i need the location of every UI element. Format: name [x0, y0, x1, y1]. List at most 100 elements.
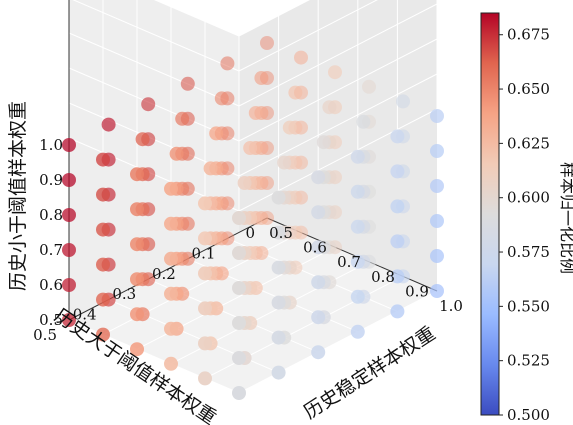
data-point [169, 146, 184, 161]
data-point [271, 225, 286, 240]
data-point [164, 181, 178, 196]
data-point [96, 152, 110, 167]
data-point [214, 91, 229, 106]
data-point [164, 356, 178, 371]
data-point [430, 144, 444, 158]
data-point [260, 36, 274, 50]
y-tick-label: 0.9 [405, 282, 429, 300]
x-tick-label: 0.2 [152, 265, 176, 283]
data-point [430, 179, 444, 193]
grid-right-z [238, 3, 438, 107]
data-point [254, 71, 269, 85]
y-tick-label: 0.8 [371, 268, 395, 286]
data-point [62, 138, 76, 152]
data-point [243, 141, 258, 155]
data-point [62, 173, 76, 187]
data-point [101, 117, 116, 132]
data-point [198, 196, 212, 211]
z-tick-label: 0.6 [39, 276, 63, 294]
data-point [232, 281, 246, 295]
data-point [430, 109, 444, 123]
data-point [316, 135, 331, 150]
data-point [135, 132, 150, 147]
y-tick-label: 0.7 [337, 253, 361, 271]
data-point [271, 260, 286, 275]
grid-right-z [238, 38, 438, 142]
data-point [282, 120, 297, 135]
grid-right-z [238, 73, 438, 177]
data-point [350, 184, 365, 199]
colorbar-tick-label: 0.625 [507, 134, 550, 152]
data-point [271, 365, 286, 380]
colorbar-tick-label: 0.525 [507, 352, 550, 370]
y-tick-label: 0.5 [269, 224, 293, 242]
colorbar-ticks: 0.500 0.525 0.550 0.575 0.600 0.625 0.650 0.675 [499, 26, 550, 424]
data-point [237, 176, 252, 190]
data-point [271, 295, 286, 310]
z-tick-label: 0.5 [39, 311, 63, 329]
grid-lines [68, 0, 438, 394]
data-point [96, 222, 110, 237]
colorbar-label: 样本归一化比例 [558, 162, 573, 274]
data-point [350, 254, 365, 269]
data-point [311, 275, 326, 290]
data-point [130, 307, 144, 322]
colorbar-tick-label: 0.650 [507, 80, 550, 98]
data-point [198, 301, 212, 316]
data-point [164, 286, 178, 301]
data-point [203, 161, 218, 176]
data-point [62, 313, 76, 327]
colorbar-tick-label: 0.500 [507, 406, 550, 424]
pane-floor [69, 218, 437, 393]
data-point [130, 237, 144, 252]
data-point [232, 316, 246, 330]
data-point [294, 50, 308, 65]
data-point [350, 219, 365, 234]
colorbar-tick-label: 0.575 [507, 243, 550, 261]
colorbar-tick-label: 0.675 [507, 26, 550, 44]
data-point [130, 272, 144, 287]
data-point [350, 289, 365, 304]
data-point [350, 324, 365, 339]
data-point [198, 266, 212, 281]
grid-right-z [238, 108, 438, 212]
data-point [390, 129, 405, 144]
grid-right-z [238, 0, 310, 37]
data-point [322, 100, 337, 115]
grid-right-z [238, 0, 378, 72]
data-point [130, 202, 144, 217]
colorbar-gradient [480, 12, 500, 416]
data-point [96, 327, 110, 342]
data-point [390, 304, 405, 319]
y-tick-label: 0.6 [303, 239, 327, 257]
z-tick-label: 0.8 [39, 206, 63, 224]
x-tick-label: 0.1 [192, 244, 216, 262]
data-point [164, 321, 178, 336]
z-tick-label: 1.0 [39, 136, 63, 154]
data-point [164, 251, 178, 266]
grid-left-z [68, 32, 240, 107]
data-point [96, 257, 110, 272]
data-point [198, 371, 212, 386]
data-point [362, 79, 376, 94]
data-point [311, 240, 326, 255]
grid-left-z [153, 0, 240, 37]
data-point [288, 85, 303, 100]
data-point [350, 149, 365, 164]
data-point [141, 97, 156, 112]
data-point [62, 243, 76, 257]
data-point [430, 284, 444, 298]
data-point [390, 269, 405, 284]
data-point [96, 292, 110, 307]
data-point [356, 114, 371, 129]
data-point [328, 65, 342, 80]
data-point [220, 56, 235, 71]
grid-floor-x [238, 290, 438, 394]
data-point [232, 351, 246, 365]
data-points [62, 36, 444, 400]
z-tick-label: 0.9 [39, 171, 63, 189]
data-point [130, 342, 144, 357]
grid-left-z [72, 0, 240, 72]
y-tick-label: 1.0 [439, 297, 463, 315]
colorbar-tick-label: 0.600 [507, 189, 550, 207]
